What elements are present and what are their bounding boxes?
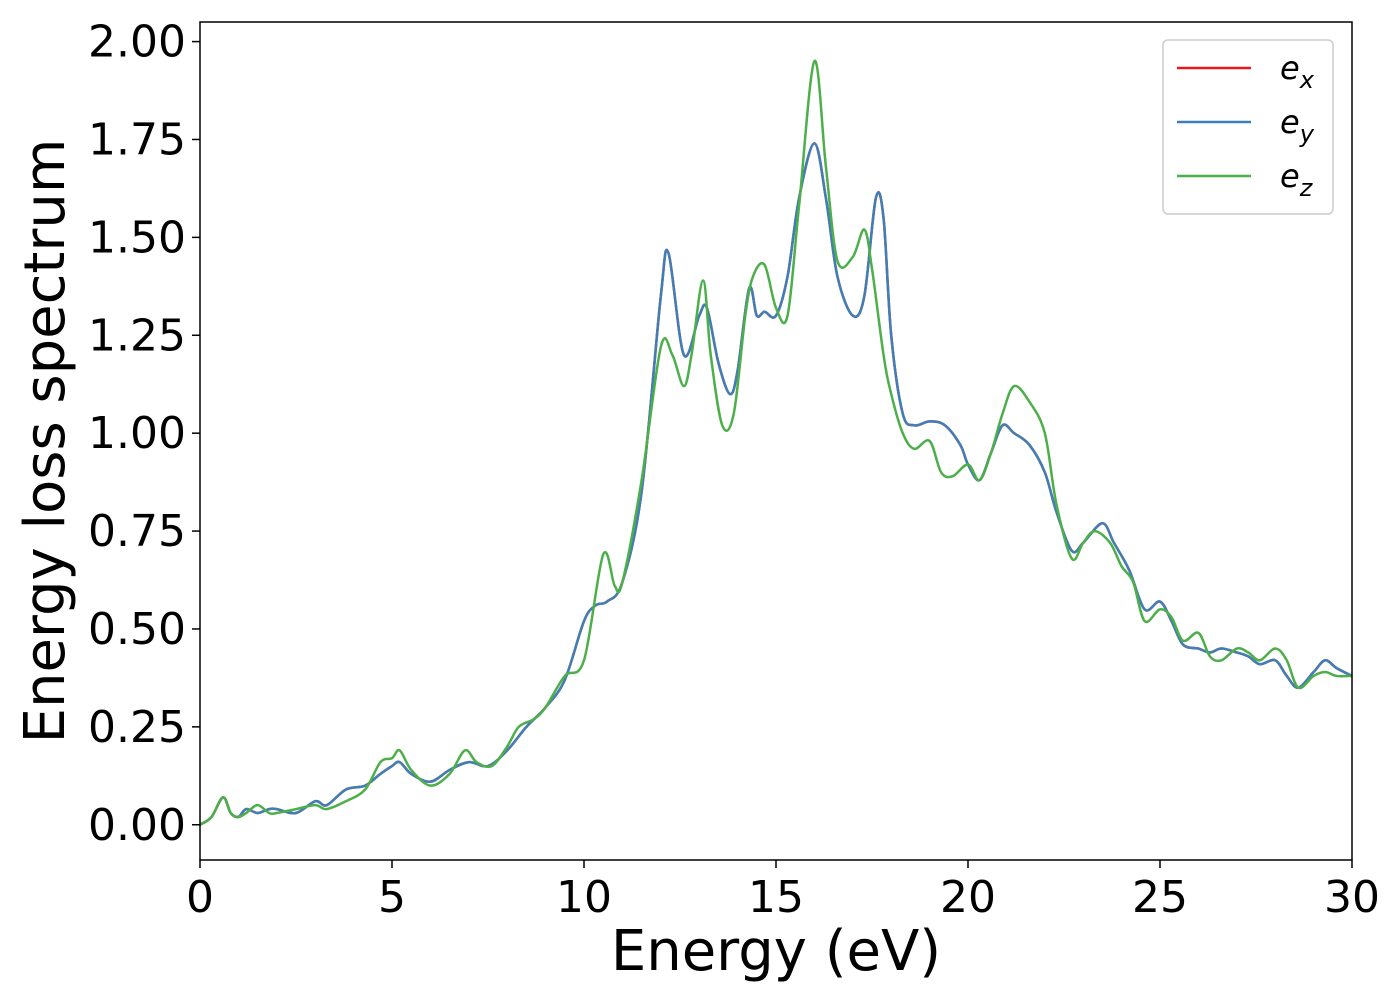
x-tick-label: 30: [1324, 872, 1380, 923]
plot-area: [200, 22, 1352, 860]
legend-label-e-x: ex: [1280, 49, 1315, 94]
x-tick-label: 20: [940, 872, 996, 923]
x-tick-label: 5: [378, 872, 406, 923]
series-line-e-z: [199, 59, 1353, 826]
y-tick-label: 1.50: [88, 212, 186, 263]
series-line-e-y: [199, 142, 1353, 826]
x-tick-label: 10: [556, 872, 612, 923]
y-tick-label: 2.00: [88, 17, 186, 68]
y-tick-label: 0.00: [88, 800, 186, 851]
legend-label-e-z: ez: [1280, 157, 1314, 202]
y-tick-label: 1.00: [88, 408, 186, 459]
x-tick-label: 0: [186, 872, 214, 923]
x-tick-label: 15: [748, 872, 804, 923]
y-axis-label: Energy loss spectrum: [13, 139, 78, 744]
x-tick-label: 25: [1132, 872, 1188, 923]
y-axis-ticks: 0.00 0.25 0.50 0.75 1.00 1.25 1.50 1.75 2.00: [88, 17, 200, 851]
y-tick-label: 0.25: [88, 702, 186, 753]
legend-box: [1162, 39, 1334, 215]
x-axis-ticks: 0 5 10 15 20 25 30: [186, 860, 1380, 923]
x-axis-label: Energy (eV): [611, 919, 941, 984]
legend-label-e-y: ey: [1280, 103, 1315, 148]
y-tick-label: 0.50: [88, 604, 186, 655]
y-tick-label: 1.75: [88, 114, 186, 165]
y-tick-label: 1.25: [88, 310, 186, 361]
legend: ex ey ez: [1162, 39, 1334, 215]
y-tick-label: 0.75: [88, 506, 186, 557]
series-layer: [199, 59, 1353, 826]
